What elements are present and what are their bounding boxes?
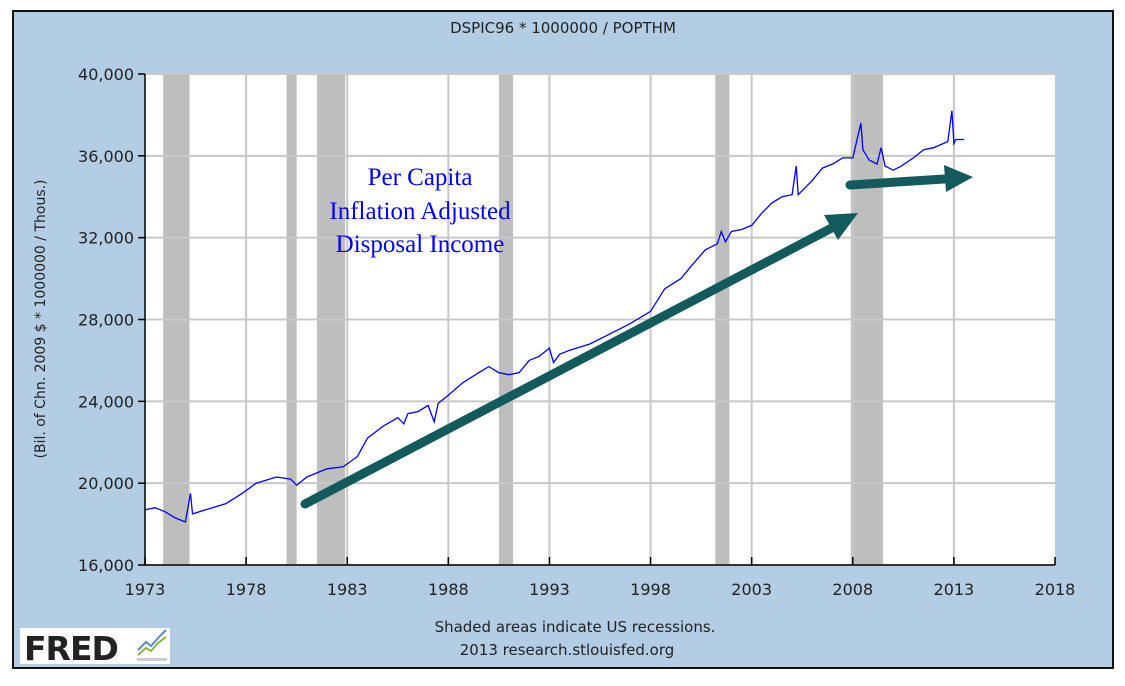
- y-tick-label: 20,000: [78, 474, 134, 493]
- chart-title: DSPIC96 * 1000000 / POPTHM: [450, 19, 676, 37]
- trend-arrow-long: [300, 213, 858, 509]
- source-note: 2013 research.stlouisfed.org: [460, 641, 675, 659]
- y-tick-label: 40,000: [78, 65, 134, 84]
- y-tick-label: 24,000: [78, 392, 134, 411]
- x-tick-label: 2008: [832, 580, 873, 599]
- x-tick-label: 2003: [731, 580, 772, 599]
- fred-logo: FRED: [20, 628, 170, 668]
- svg-text:FRED: FRED: [24, 629, 118, 668]
- fred-chart-icon: [137, 629, 167, 661]
- y-tick-label: 28,000: [78, 311, 134, 330]
- x-tick-label: 1993: [529, 580, 570, 599]
- annotation-line: Disposal Income: [336, 231, 505, 258]
- y-axis-label: (Bil. of Chn. 2009 $ * 1000000 / Thous.): [33, 179, 49, 458]
- x-tick-label: 1998: [630, 580, 671, 599]
- annotation-line: Inflation Adjusted: [329, 198, 511, 225]
- y-tick-label: 16,000: [78, 556, 134, 575]
- trend-arrow-flat: [845, 165, 973, 192]
- x-tick-label: 1978: [226, 580, 267, 599]
- x-tick-label: 1988: [428, 580, 469, 599]
- series-line: [144, 110, 964, 523]
- y-tick-label: 36,000: [78, 147, 134, 166]
- annotation-line: Per Capita: [368, 164, 473, 191]
- x-tick-label: 1973: [125, 580, 166, 599]
- x-tick-label: 2013: [934, 580, 975, 599]
- x-tick-label: 2018: [1035, 580, 1076, 599]
- annotation-text: Per Capita Inflation Adjusted Disposal I…: [329, 164, 511, 258]
- recession-note: Shaded areas indicate US recessions.: [435, 618, 716, 636]
- y-tick-label: 32,000: [78, 229, 134, 248]
- x-tick-label: 1983: [327, 580, 368, 599]
